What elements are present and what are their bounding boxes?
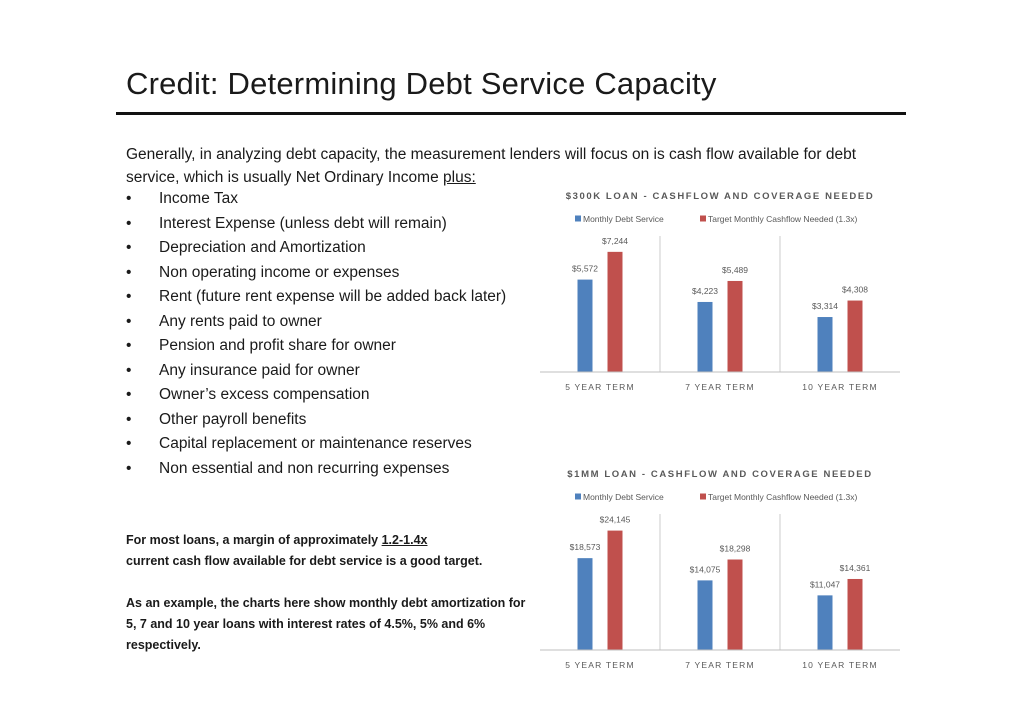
note-line-2: current cash flow available for debt ser… (126, 554, 483, 568)
bullet-item: • Owner’s excess compensation (126, 383, 506, 408)
bar (727, 280, 743, 372)
chart-1mm-loan: $1MM LOAN - CASHFLOW AND COVERAGE NEEDED… (535, 456, 905, 681)
category-label: 10 YEAR TERM (802, 382, 878, 392)
bullet-item: • Interest Expense (unless debt will rema… (126, 212, 506, 237)
legend-swatch (575, 215, 581, 222)
bar (577, 558, 593, 650)
data-label: $4,223 (692, 286, 718, 296)
bullet-marker: • (126, 263, 132, 281)
data-label: $18,573 (570, 542, 601, 552)
bullet-text: Rent (future rent expense will be added … (159, 288, 507, 305)
chart-title: $300K LOAN - CASHFLOW AND COVERAGE NEEDE… (566, 191, 875, 202)
category-label: 5 YEAR TERM (565, 660, 635, 670)
bullet-marker: • (126, 386, 132, 403)
bar (697, 301, 713, 372)
data-label: $14,075 (690, 564, 721, 574)
bar (727, 559, 743, 650)
bullet-text: Non essential and non recurring expenses (159, 459, 450, 477)
data-label: $24,145 (600, 515, 631, 525)
intro-emphasis: plus: (443, 169, 476, 186)
note-example: As an example, the charts here show mont… (126, 596, 526, 652)
data-label: $14,361 (840, 563, 871, 573)
bullet-text: Any rents paid to owner (159, 312, 322, 330)
bullet-item: • Non essential and non recurring expense… (126, 457, 506, 482)
bullet-item: • Non operating income or expenses (126, 261, 506, 286)
bullet-marker: • (126, 337, 132, 354)
bullet-item: • Capital replacement or maintenance rese… (126, 432, 506, 457)
legend-label: Target Monthly Cashflow Needed (1.3x) (708, 214, 857, 224)
bullet-item: • Other payroll benefits (126, 408, 506, 433)
category-label: 7 YEAR TERM (685, 382, 755, 392)
category-label: 5 YEAR TERM (565, 382, 635, 392)
intro-paragraph: Generally, in analyzing debt capacity, t… (126, 143, 886, 189)
note-line-1: For most loans, a margin of approximatel… (126, 530, 526, 551)
legend-swatch (575, 493, 581, 500)
bullet-item: • Pension and profit share for owner (126, 334, 506, 359)
bullet-marker: • (126, 239, 132, 256)
bar (817, 317, 833, 372)
data-label: $5,489 (722, 265, 748, 275)
bullet-marker: • (126, 361, 132, 379)
bullet-text: Any insurance paid for owner (159, 361, 360, 379)
bullet-marker: • (126, 288, 132, 305)
bullet-item: • Income Tax (126, 187, 506, 212)
note-line-1-text: For most loans, a margin of approximatel… (126, 533, 382, 547)
legend-swatch (700, 493, 706, 500)
title-divider (116, 112, 906, 115)
bullet-marker: • (126, 190, 132, 207)
bullet-item: • Depreciation and Amortization (126, 236, 506, 261)
note-margin-range: 1.2-1.4x (381, 533, 428, 547)
bar (847, 300, 863, 372)
bullet-item: • Any rents paid to owner (126, 310, 506, 335)
bullet-marker: • (126, 214, 132, 232)
addback-list: • Income Tax • Interest Expense (unless deb… (126, 187, 506, 481)
page-title: Credit: Determining Debt Service Capacit… (126, 66, 717, 101)
legend-swatch (700, 215, 706, 222)
legend-label: Monthly Debt Service (583, 492, 664, 502)
category-label: 7 YEAR TERM (685, 660, 755, 670)
chart-1mm-svg: $1MM LOAN - CASHFLOW AND COVERAGE NEEDED… (540, 469, 900, 670)
chart-300k-svg: $300K LOAN - CASHFLOW AND COVERAGE NEEDE… (540, 191, 900, 392)
bullet-text: Owner’s excess compensation (159, 386, 370, 403)
bar (607, 251, 623, 372)
margin-note: For most loans, a margin of approximatel… (126, 530, 526, 656)
bullet-text: Capital replacement or maintenance reser… (159, 435, 472, 452)
bullet-text: Interest Expense (unless debt will remai… (159, 214, 447, 232)
bar (607, 530, 623, 650)
chart-title: $1MM LOAN - CASHFLOW AND COVERAGE NEEDED (567, 469, 872, 480)
chart-300k-loan: $300K LOAN - CASHFLOW AND COVERAGE NEEDE… (535, 178, 905, 403)
bullet-text: Non operating income or expenses (159, 263, 400, 281)
bullet-marker: • (126, 435, 132, 452)
data-label: $3,314 (812, 301, 838, 311)
bullet-text: Depreciation and Amortization (159, 239, 366, 256)
bar (817, 595, 833, 650)
data-label: $18,298 (720, 544, 751, 554)
intro-text: Generally, in analyzing debt capacity, t… (126, 146, 857, 186)
legend-label: Monthly Debt Service (583, 214, 664, 224)
category-label: 10 YEAR TERM (802, 660, 878, 670)
bullet-item: • Any insurance paid for owner (126, 359, 506, 384)
data-label: $7,244 (602, 236, 628, 246)
legend-label: Target Monthly Cashflow Needed (1.3x) (708, 492, 857, 502)
bar (577, 279, 593, 372)
bullet-marker: • (126, 459, 132, 477)
bar (847, 578, 863, 650)
bullet-marker: • (126, 410, 132, 428)
bullet-text: Other payroll benefits (159, 410, 307, 428)
data-label: $11,047 (810, 579, 840, 589)
bar (697, 580, 713, 650)
bullet-marker: • (126, 312, 132, 330)
bullet-item: • Rent (future rent expense will be added… (126, 285, 506, 310)
bullet-text: Pension and profit share for owner (159, 337, 396, 354)
data-label: $5,572 (572, 264, 598, 274)
bullet-text: Income Tax (159, 190, 238, 207)
data-label: $4,308 (842, 285, 868, 295)
